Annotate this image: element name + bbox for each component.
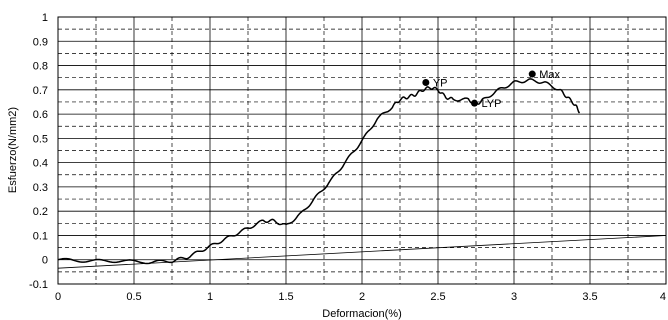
y-tick-label: 0.1 [33, 230, 48, 242]
marker-label: Max [539, 69, 560, 81]
reference-line [57, 235, 667, 269]
y-tick-label: 0.6 [33, 109, 48, 121]
marker-label: YP [433, 78, 448, 90]
x-tick-label: 1 [207, 291, 213, 303]
y-tick-label: 0.8 [33, 61, 48, 73]
y-tick-label: 0.3 [33, 182, 48, 194]
y-tick-label: 0.9 [33, 36, 48, 48]
x-tick-label: 1.5 [278, 291, 293, 303]
marker-point [528, 70, 536, 78]
x-tick-label: 3 [511, 291, 517, 303]
y-tick-label: 0.2 [33, 206, 48, 218]
marker-point [422, 79, 430, 87]
y-tick-label: -0.1 [29, 279, 48, 291]
x-tick-label: 0 [55, 291, 61, 303]
x-tick-label: 2.5 [430, 291, 445, 303]
y-tick-label: 0.5 [33, 133, 48, 145]
y-tick-label: 0 [42, 255, 48, 267]
y-tick-label: 0.7 [33, 85, 48, 97]
y-tick-label: 1 [42, 12, 48, 24]
x-tick-label: 4 [660, 291, 666, 303]
y-axis-label: Esfuerzo(N/mm2) [7, 107, 19, 193]
x-axis-label: Deformacion(%) [322, 308, 401, 320]
x-tick-label: 3.5 [582, 291, 597, 303]
marker-label: LYP [481, 98, 501, 110]
series-layer [57, 78, 667, 269]
stress-strain-line [57, 78, 581, 265]
y-tick-label: 0.4 [33, 158, 48, 170]
ticks: -0.1 0 0.1 0.2 0.3 0.4 0.5 0.6 0.7 0.8 0.9 1 0 0.5 1 1.… [29, 12, 666, 303]
marker-point [470, 99, 478, 107]
x-tick-label: 0.5 [126, 291, 141, 303]
markers-layer: YP LYP Max [422, 69, 561, 110]
x-tick-label: 2 [359, 291, 365, 303]
grid [58, 17, 666, 284]
